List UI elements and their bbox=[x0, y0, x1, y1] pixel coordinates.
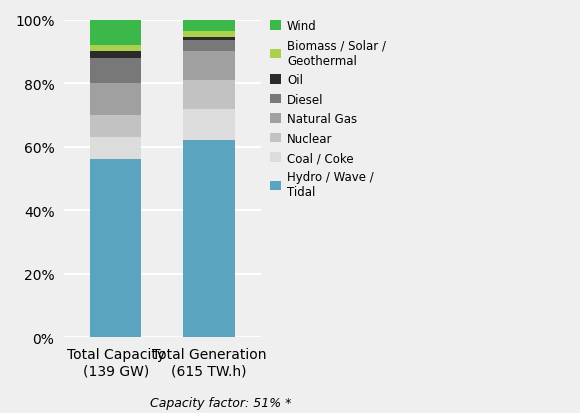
Bar bbox=[183, 52, 235, 81]
Bar bbox=[90, 21, 142, 46]
Bar bbox=[90, 46, 142, 52]
Bar bbox=[183, 41, 235, 52]
Bar bbox=[90, 84, 142, 116]
Bar bbox=[90, 138, 142, 160]
Text: Capacity factor: 51% *: Capacity factor: 51% * bbox=[150, 396, 291, 409]
Bar bbox=[183, 31, 235, 38]
Legend: Wind, Biomass / Solar /
Geothermal, Oil, Diesel, Natural Gas, Nuclear, Coal / Co: Wind, Biomass / Solar / Geothermal, Oil,… bbox=[270, 20, 386, 199]
Bar bbox=[183, 141, 235, 337]
Bar bbox=[90, 116, 142, 138]
Bar bbox=[90, 160, 142, 337]
Bar bbox=[90, 59, 142, 84]
Bar bbox=[90, 52, 142, 59]
Bar bbox=[183, 109, 235, 141]
Bar bbox=[183, 38, 235, 41]
Bar bbox=[183, 81, 235, 109]
Bar bbox=[183, 21, 235, 31]
